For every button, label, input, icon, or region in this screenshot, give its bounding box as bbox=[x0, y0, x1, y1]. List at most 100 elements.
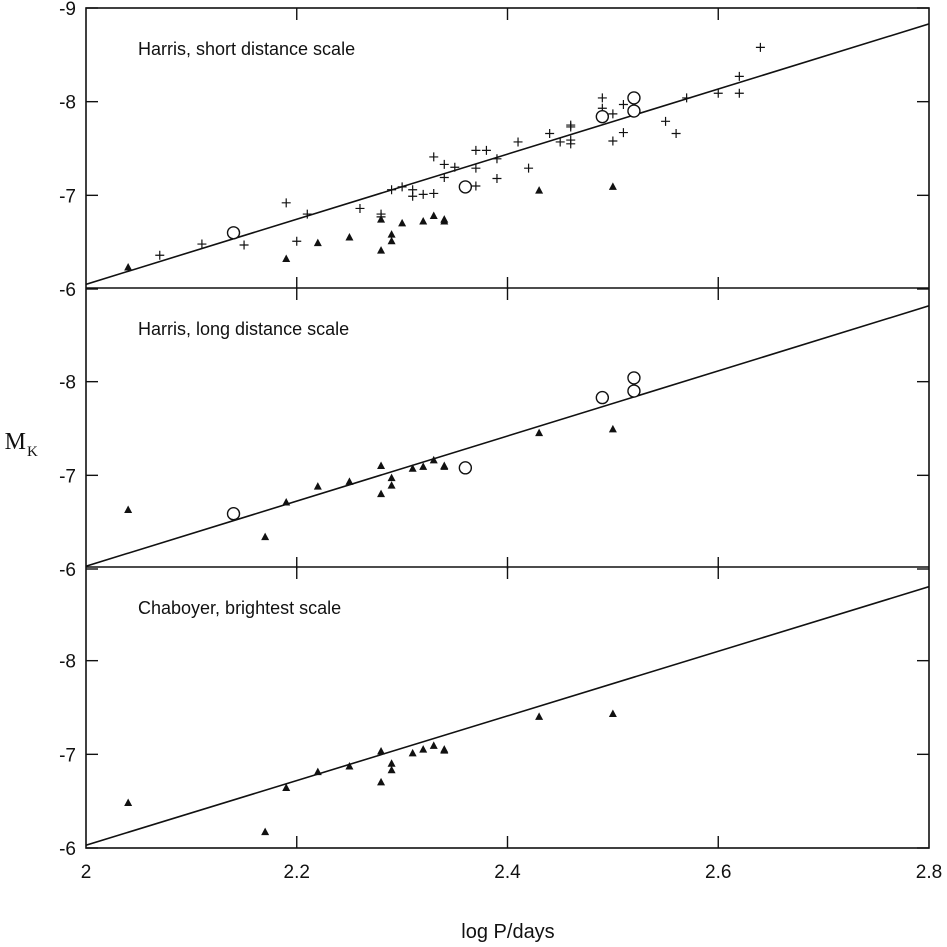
plus-point bbox=[545, 129, 555, 139]
circle-point bbox=[595, 109, 610, 124]
triangle-point bbox=[377, 461, 386, 469]
plus-point bbox=[734, 71, 744, 81]
plus-point bbox=[481, 145, 491, 155]
triangle-point bbox=[377, 747, 386, 755]
plus-point bbox=[492, 173, 502, 183]
y-tick-label: -6 bbox=[59, 839, 76, 860]
plus-point bbox=[471, 145, 481, 155]
panel-label: Harris, short distance scale bbox=[138, 39, 355, 59]
plus-point bbox=[755, 42, 765, 52]
circle-point bbox=[627, 91, 641, 105]
triangle-point bbox=[608, 709, 617, 718]
plus-point bbox=[618, 99, 628, 109]
panel-1: -6 -7 -8 -9 Harris, short distance scale bbox=[59, 0, 929, 301]
triangle-point bbox=[124, 505, 133, 513]
plus-point bbox=[566, 122, 576, 132]
triangle-point bbox=[377, 489, 386, 498]
fit-line bbox=[86, 305, 929, 567]
plus-point bbox=[439, 173, 449, 183]
triangle-point bbox=[377, 777, 386, 786]
triangle-point bbox=[429, 211, 438, 219]
y-tick-label: -6 bbox=[59, 560, 76, 581]
triangle-point bbox=[387, 473, 396, 482]
plus-point bbox=[155, 250, 165, 260]
triangle-point bbox=[387, 759, 396, 767]
panel-2: -6 -7 -8 Harris, long distance scale bbox=[59, 288, 929, 581]
triangle-point bbox=[440, 461, 449, 469]
plus-point bbox=[239, 240, 249, 250]
triangle-point bbox=[261, 827, 270, 836]
triangle-point bbox=[377, 215, 386, 223]
plus-point bbox=[292, 236, 302, 246]
triangle-point bbox=[535, 712, 544, 720]
circle-point bbox=[458, 180, 473, 194]
triangle-point bbox=[345, 477, 354, 485]
fit-line bbox=[86, 23, 929, 286]
plot-border bbox=[85, 7, 930, 849]
triangle-point bbox=[345, 762, 354, 770]
panel-label: Chaboyer, brightest scale bbox=[138, 598, 341, 618]
plus-point bbox=[471, 181, 481, 191]
x-tick-label: 2.2 bbox=[284, 862, 310, 883]
plus-point bbox=[439, 159, 449, 169]
triangle-point bbox=[282, 783, 291, 792]
plus-point bbox=[734, 88, 744, 98]
circle-point bbox=[226, 226, 241, 240]
plus-point bbox=[608, 109, 618, 119]
plus-point bbox=[513, 137, 523, 147]
triangle-point bbox=[608, 182, 617, 190]
triangle-point bbox=[429, 741, 438, 749]
triangle-point bbox=[440, 215, 449, 223]
triangle-point bbox=[387, 236, 396, 245]
x-tick-label: 2.8 bbox=[916, 862, 942, 883]
y-tick-label: -7 bbox=[59, 186, 76, 207]
triangle-point bbox=[408, 464, 417, 472]
plus-point bbox=[713, 88, 723, 98]
circle-point bbox=[627, 371, 641, 385]
plus-point bbox=[671, 129, 681, 139]
plus-point bbox=[418, 189, 428, 199]
y-tick-label: -8 bbox=[59, 652, 76, 673]
y-tick-label: -7 bbox=[59, 745, 76, 766]
triangle-point bbox=[345, 232, 354, 241]
y-tick-label: -8 bbox=[59, 93, 76, 114]
triangle-point bbox=[398, 218, 407, 227]
y-axis-title: M K bbox=[5, 429, 38, 460]
triangle-point bbox=[408, 748, 417, 757]
circle-point bbox=[226, 507, 241, 521]
plus-point bbox=[450, 162, 460, 172]
x-tick-label: 2 bbox=[81, 862, 92, 883]
plus-point bbox=[429, 152, 439, 162]
triangle-point bbox=[419, 462, 428, 470]
triangle-point bbox=[377, 246, 386, 254]
y-tick-label: -6 bbox=[59, 280, 76, 301]
triangle-point bbox=[387, 481, 396, 489]
plus-point bbox=[566, 135, 576, 145]
triangle-point bbox=[387, 230, 396, 238]
panel-3: -6 -7 -8 Chaboyer, brightest scale bbox=[59, 567, 929, 860]
plot-panels: -6 -7 -8 -9 Harris, short distance scale -6 -7… bbox=[59, 0, 929, 860]
plus-point bbox=[397, 182, 407, 192]
circle-point bbox=[595, 390, 610, 405]
y-tick-label: -9 bbox=[59, 0, 76, 20]
plus-point bbox=[429, 188, 439, 198]
triangle-point bbox=[282, 254, 291, 263]
plus-point bbox=[197, 239, 207, 249]
y-tick-label: -7 bbox=[59, 466, 76, 487]
plus-point bbox=[618, 128, 628, 138]
plus-point bbox=[597, 93, 607, 103]
y-tick-label: -8 bbox=[59, 373, 76, 394]
x-tick-label: 2.6 bbox=[705, 862, 731, 883]
x-axis: 2 2.2 2.4 2.6 2.8 bbox=[81, 862, 943, 883]
y-axis-label-subscript: K bbox=[27, 444, 38, 460]
panel-label: Harris, long distance scale bbox=[138, 319, 349, 339]
circle-point bbox=[458, 461, 473, 475]
plus-point bbox=[471, 163, 481, 173]
fit-line bbox=[86, 585, 929, 846]
triangle-point bbox=[282, 497, 291, 506]
plus-point bbox=[492, 154, 502, 164]
x-axis-label: log P/days bbox=[461, 921, 554, 943]
triangle-point bbox=[429, 455, 438, 464]
triangle-point bbox=[608, 424, 617, 433]
plus-point bbox=[555, 137, 565, 147]
